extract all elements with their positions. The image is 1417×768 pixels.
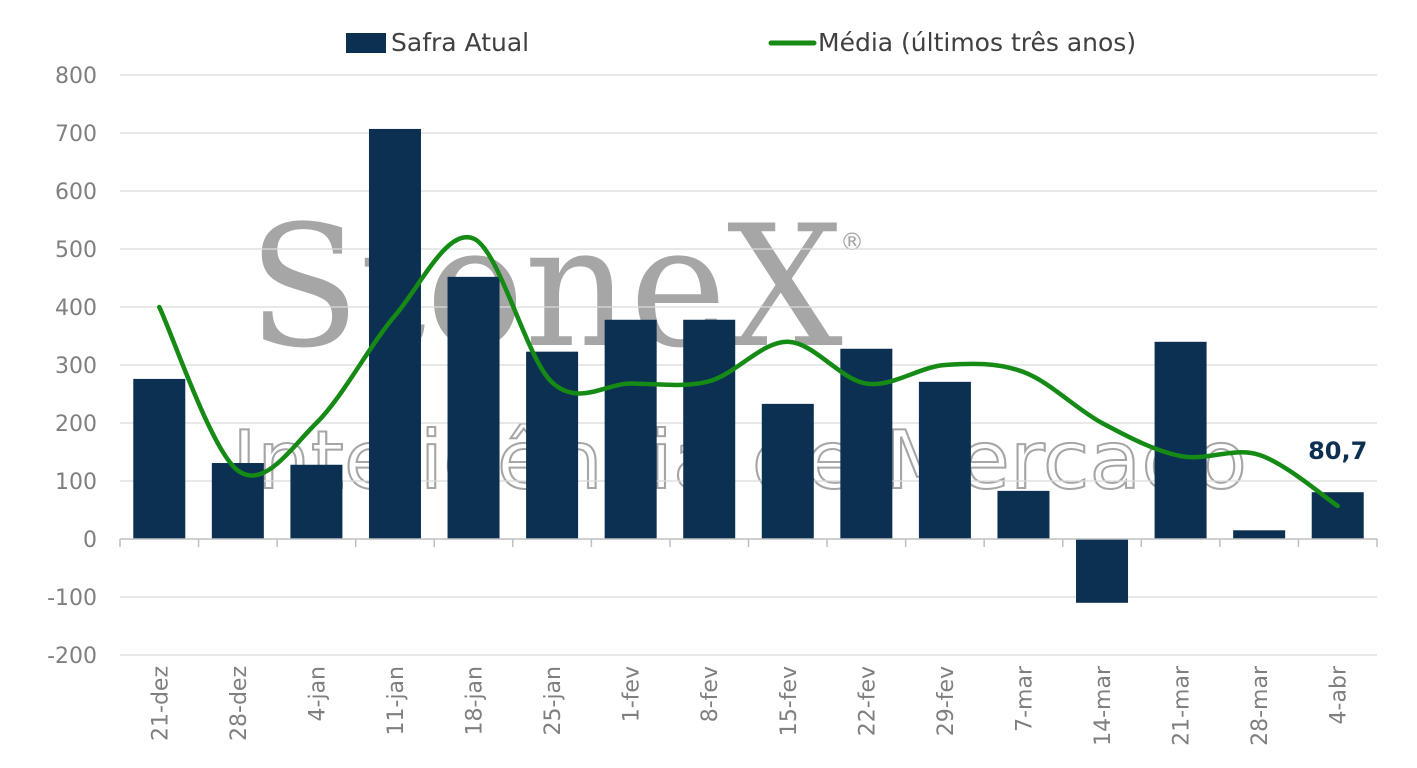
x-tick-label: 11-jan [384, 666, 409, 735]
x-tick-label: 28-mar [1248, 665, 1273, 746]
x-tick-label: 8-fev [698, 666, 723, 722]
x-tick-label: 29-fev [934, 666, 959, 736]
zero-axis [119, 538, 1378, 547]
bar [840, 348, 893, 539]
x-tick-label: 4-jan [305, 666, 330, 721]
x-tick-label: 28-dez [227, 666, 252, 741]
average-line [157, 234, 1340, 509]
y-tick-label: -100 [47, 586, 97, 611]
bar [133, 378, 186, 539]
y-tick-label: 200 [55, 412, 97, 437]
gridlines [120, 74, 1377, 656]
legend-line-label: Média (últimos três anos) [818, 28, 1136, 57]
bar [918, 381, 971, 539]
legend: Safra Atual Média (últimos três anos) [346, 28, 1136, 57]
x-tick-label: 1-fev [620, 666, 645, 722]
y-tick-label: 500 [55, 238, 97, 263]
x-tick-label: 22-fev [855, 666, 880, 736]
x-tick-label: 21-dez [148, 666, 173, 741]
y-tick-label: 600 [55, 180, 97, 205]
legend-bar-swatch [346, 33, 386, 53]
x-tick-label: 14-mar [1091, 665, 1116, 746]
line-series [157, 234, 1340, 509]
y-tick-label: 700 [55, 122, 97, 147]
y-tick-label: 800 [55, 64, 97, 89]
bar [683, 319, 736, 539]
annotations: 80,7 [1308, 437, 1367, 465]
x-tick-label: 4-abr [1327, 665, 1352, 724]
bar [1076, 539, 1129, 603]
y-tick-label: -200 [47, 644, 97, 669]
bar [1154, 341, 1207, 539]
bar [1233, 530, 1286, 539]
y-tick-label: 100 [55, 470, 97, 495]
x-tick-label: 18-jan [463, 666, 488, 735]
bar [368, 128, 421, 539]
legend-bar-label: Safra Atual [391, 28, 529, 57]
bar [761, 403, 814, 539]
y-tick-label: 400 [55, 296, 97, 321]
x-tick-label: 7-mar [1012, 665, 1037, 732]
watermark-registered-mark: ® [840, 228, 864, 256]
y-axis: 800 700 600 500 400 300 200 100 0 -100 -200 [47, 64, 97, 669]
bar-series [133, 128, 1364, 603]
y-tick-label: 0 [83, 528, 97, 553]
bar [290, 464, 343, 539]
y-tick-label: 300 [55, 354, 97, 379]
x-tick-label: 25-jan [541, 666, 566, 735]
x-tick-label: 21-mar [1170, 665, 1195, 746]
bar [447, 276, 500, 539]
bar [997, 490, 1050, 539]
bar [604, 319, 657, 539]
bar [1311, 492, 1364, 539]
data-label: 80,7 [1308, 437, 1367, 465]
x-axis: 21-dez 28-dez 4-jan 11-jan 18-jan 25-jan 1-fev… [148, 665, 1351, 746]
x-tick-label: 15-fev [777, 666, 802, 736]
